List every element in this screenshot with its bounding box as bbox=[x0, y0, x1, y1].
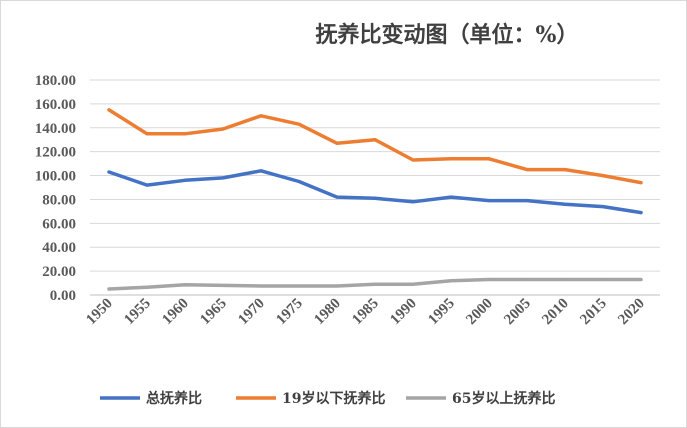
gridlines bbox=[90, 79, 660, 296]
x-tick-label: 1950 bbox=[83, 296, 116, 329]
y-axis-ticks: 0.00 20.00 40.00 60.00 80.00 100.00 120.00 140.… bbox=[35, 73, 76, 304]
series-line-2 bbox=[107, 108, 643, 185]
data-point bbox=[412, 201, 414, 203]
y-tick-label: 40.00 bbox=[42, 240, 76, 256]
data-point bbox=[222, 128, 224, 130]
data-point bbox=[146, 286, 148, 288]
data-point bbox=[260, 285, 262, 287]
x-tick-label: 1980 bbox=[311, 296, 344, 329]
y-tick-label: 100.00 bbox=[35, 169, 76, 185]
legend-label: 总抚养比 bbox=[146, 390, 202, 407]
y-tick-label: 0.00 bbox=[50, 288, 76, 304]
data-point bbox=[298, 181, 300, 183]
data-point bbox=[450, 196, 452, 198]
x-axis-ticks: 1950 1955 1960 1965 1970 1975 1980 1985 1990 1995… bbox=[83, 296, 648, 329]
data-point bbox=[564, 169, 566, 171]
data-point bbox=[374, 197, 376, 199]
data-point bbox=[108, 171, 110, 173]
data-point bbox=[374, 283, 376, 285]
x-tick-label: 1960 bbox=[159, 296, 192, 329]
data-point bbox=[260, 115, 262, 117]
y-tick-label: 160.00 bbox=[35, 97, 76, 113]
data-point bbox=[602, 278, 604, 280]
data-point bbox=[184, 133, 186, 135]
data-point bbox=[450, 280, 452, 282]
y-tick-label: 180.00 bbox=[35, 73, 76, 89]
data-point bbox=[450, 158, 452, 160]
x-tick-label: 2000 bbox=[463, 296, 496, 329]
data-point bbox=[184, 179, 186, 181]
y-tick-label: 60.00 bbox=[42, 216, 76, 232]
y-tick-label: 120.00 bbox=[35, 145, 76, 161]
y-tick-label: 140.00 bbox=[35, 121, 76, 137]
data-point bbox=[336, 142, 338, 144]
data-point bbox=[298, 285, 300, 287]
series-line-1 bbox=[107, 169, 643, 215]
data-point bbox=[374, 139, 376, 141]
data-point bbox=[640, 278, 642, 280]
y-tick-label: 20.00 bbox=[42, 264, 76, 280]
data-point bbox=[526, 169, 528, 171]
y-tick-label: 80.00 bbox=[42, 192, 76, 208]
data-point bbox=[146, 133, 148, 135]
x-tick-label: 2015 bbox=[577, 296, 610, 329]
data-point bbox=[564, 203, 566, 205]
data-point bbox=[336, 196, 338, 198]
data-point bbox=[602, 175, 604, 177]
data-point bbox=[488, 158, 490, 160]
data-point bbox=[260, 170, 262, 172]
x-tick-label: 1975 bbox=[273, 296, 306, 329]
x-tick-label: 1985 bbox=[349, 296, 382, 329]
x-tick-label: 1970 bbox=[235, 296, 268, 329]
data-point bbox=[640, 182, 642, 184]
data-point bbox=[640, 212, 642, 214]
data-point bbox=[412, 159, 414, 161]
series-lines bbox=[107, 108, 643, 291]
legend-label: 65岁以上抚养比 bbox=[452, 390, 555, 407]
data-point bbox=[108, 109, 110, 111]
data-point bbox=[564, 278, 566, 280]
data-point bbox=[108, 288, 110, 290]
data-point bbox=[488, 278, 490, 280]
data-point bbox=[526, 278, 528, 280]
data-point bbox=[602, 206, 604, 208]
x-tick-label: 2020 bbox=[615, 296, 648, 329]
data-point bbox=[222, 284, 224, 286]
data-point bbox=[222, 177, 224, 179]
chart-title: 抚养比变动图（单位：%） bbox=[316, 22, 579, 48]
x-tick-label: 2010 bbox=[539, 296, 572, 329]
legend-label: 19岁以下抚养比 bbox=[282, 390, 385, 407]
data-point bbox=[488, 200, 490, 202]
x-tick-label: 1955 bbox=[121, 296, 154, 329]
data-point bbox=[146, 184, 148, 186]
x-tick-label: 2005 bbox=[501, 296, 534, 329]
x-tick-label: 1995 bbox=[425, 296, 458, 329]
legend: 总抚养比 19岁以下抚养比 65岁以上抚养比 bbox=[100, 390, 555, 407]
x-tick-label: 1965 bbox=[197, 296, 230, 329]
data-point bbox=[184, 284, 186, 286]
data-point bbox=[298, 123, 300, 125]
x-tick-label: 1990 bbox=[387, 296, 420, 329]
data-point bbox=[526, 200, 528, 202]
data-point bbox=[336, 285, 338, 287]
data-point bbox=[412, 283, 414, 285]
